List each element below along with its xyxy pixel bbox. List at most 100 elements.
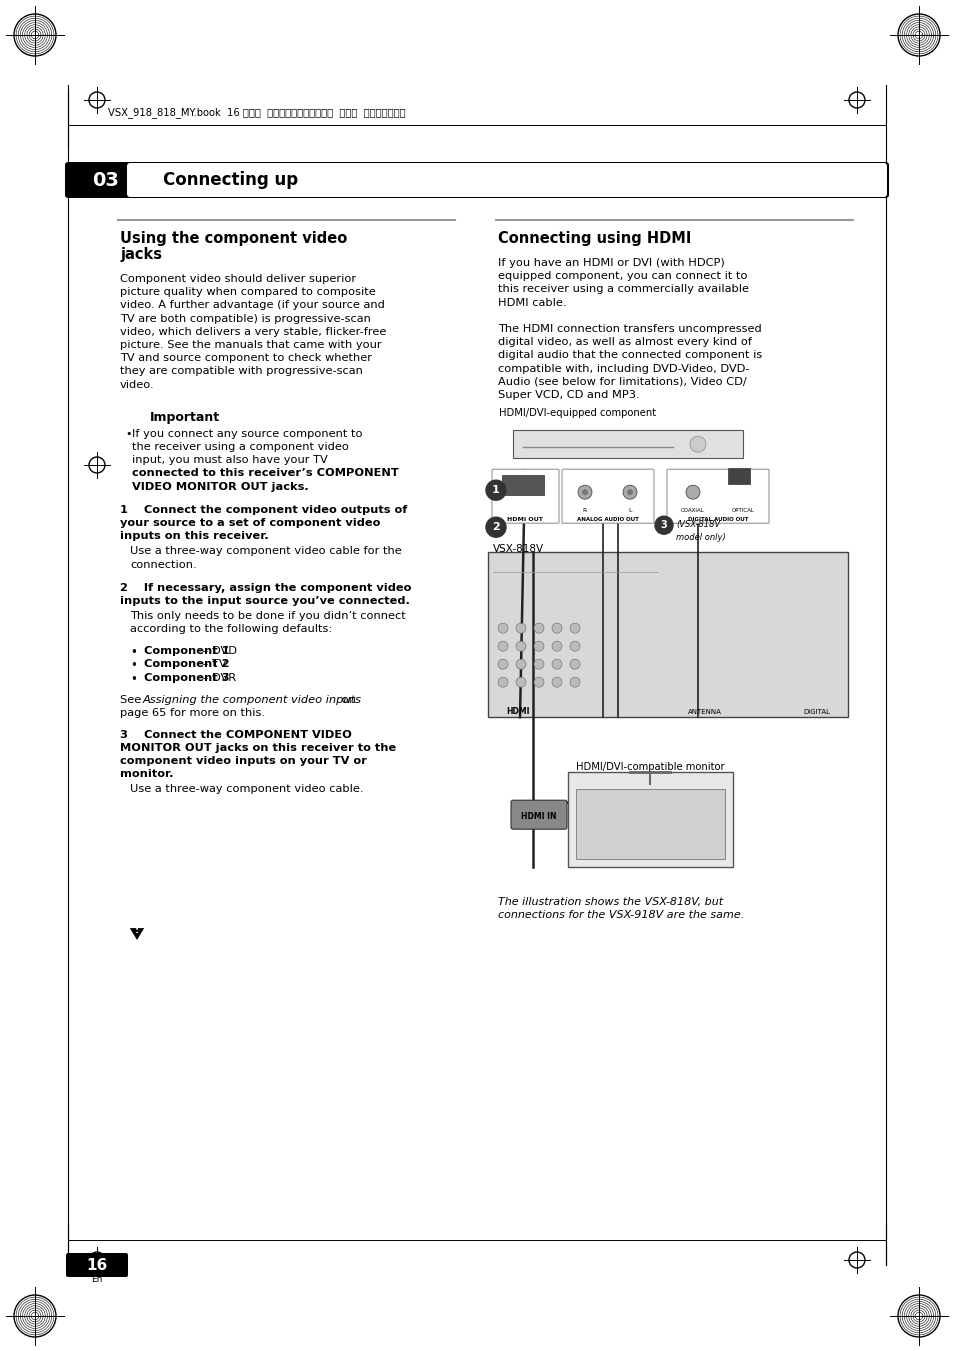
Bar xyxy=(727,469,749,484)
Text: picture quality when compared to composite: picture quality when compared to composi… xyxy=(120,288,375,297)
Text: HDMI OUT: HDMI OUT xyxy=(507,517,542,523)
Text: MONITOR OUT jacks on this receiver to the: MONITOR OUT jacks on this receiver to th… xyxy=(120,743,395,753)
Circle shape xyxy=(622,485,637,500)
Text: •: • xyxy=(125,428,132,439)
Text: En: En xyxy=(91,1275,103,1285)
Text: digital audio that the connected component is: digital audio that the connected compone… xyxy=(497,350,761,361)
Circle shape xyxy=(497,677,507,688)
Circle shape xyxy=(552,659,561,669)
Circle shape xyxy=(497,642,507,651)
Text: connection.: connection. xyxy=(130,559,196,570)
Text: TV are both compatible) is progressive-scan: TV are both compatible) is progressive-s… xyxy=(120,313,371,324)
Circle shape xyxy=(685,485,700,500)
Circle shape xyxy=(516,642,525,651)
Text: COAXIAL: COAXIAL xyxy=(680,508,704,513)
FancyBboxPatch shape xyxy=(492,469,558,523)
Text: Connecting up: Connecting up xyxy=(163,172,297,189)
Text: they are compatible with progressive-scan: they are compatible with progressive-sca… xyxy=(120,366,362,377)
Text: 3: 3 xyxy=(659,520,667,530)
Text: Component 1: Component 1 xyxy=(144,646,230,655)
Circle shape xyxy=(497,659,507,669)
Circle shape xyxy=(485,480,505,500)
Circle shape xyxy=(497,623,507,634)
Text: on: on xyxy=(337,696,355,705)
Text: DIGITAL: DIGITAL xyxy=(802,709,829,715)
Circle shape xyxy=(569,677,579,688)
Text: input, you must also have your TV: input, you must also have your TV xyxy=(132,455,328,465)
Circle shape xyxy=(569,642,579,651)
Text: 16: 16 xyxy=(87,1259,108,1274)
Text: equipped component, you can connect it to: equipped component, you can connect it t… xyxy=(497,272,747,281)
FancyBboxPatch shape xyxy=(66,1252,128,1277)
Text: Connecting using HDMI: Connecting using HDMI xyxy=(497,231,691,246)
Text: Important: Important xyxy=(150,411,220,424)
Text: Super VCD, CD and MP3.: Super VCD, CD and MP3. xyxy=(497,390,639,400)
Bar xyxy=(488,553,847,717)
Text: VIDEO MONITOR OUT jacks.: VIDEO MONITOR OUT jacks. xyxy=(132,481,309,492)
Text: VSX_918_818_MY.book  16 ページ  ２００７年１２月２７日  木曜日  午後４時２７分: VSX_918_818_MY.book 16 ページ ２００７年１２月２７日 木… xyxy=(108,108,405,119)
Text: If you connect any source component to: If you connect any source component to xyxy=(132,428,362,439)
Text: Use a three-way component video cable.: Use a three-way component video cable. xyxy=(130,785,363,794)
Text: This only needs to be done if you didn’t connect: This only needs to be done if you didn’t… xyxy=(130,611,405,621)
Text: – DVR: – DVR xyxy=(199,673,236,684)
Circle shape xyxy=(534,642,543,651)
Circle shape xyxy=(534,659,543,669)
Text: Component 2: Component 2 xyxy=(144,659,230,670)
Text: monitor.: monitor. xyxy=(120,769,173,780)
FancyBboxPatch shape xyxy=(511,800,566,830)
Text: this receiver using a commercially available: this receiver using a commercially avail… xyxy=(497,285,748,295)
FancyBboxPatch shape xyxy=(501,476,543,496)
Text: 2: 2 xyxy=(492,523,499,532)
Text: If you have an HDMI or DVI (with HDCP): If you have an HDMI or DVI (with HDCP) xyxy=(497,258,724,267)
Text: according to the following defaults:: according to the following defaults: xyxy=(130,624,332,635)
Circle shape xyxy=(552,623,561,634)
Text: digital video, as well as almost every kind of: digital video, as well as almost every k… xyxy=(497,338,751,347)
Circle shape xyxy=(689,436,705,453)
Circle shape xyxy=(552,677,561,688)
Text: – DVD: – DVD xyxy=(199,646,236,655)
Text: component video inputs on your TV or: component video inputs on your TV or xyxy=(120,757,367,766)
Text: ANTENNA: ANTENNA xyxy=(687,709,721,715)
Text: the receiver using a component video: the receiver using a component video xyxy=(132,442,349,453)
FancyBboxPatch shape xyxy=(666,469,768,523)
Circle shape xyxy=(552,642,561,651)
Circle shape xyxy=(485,517,505,538)
Text: HDMI/DVI-equipped component: HDMI/DVI-equipped component xyxy=(499,408,656,419)
Bar xyxy=(513,430,742,458)
Text: Use a three-way component video cable for the: Use a three-way component video cable fo… xyxy=(130,546,401,557)
Text: OPTICAL: OPTICAL xyxy=(731,508,754,513)
Circle shape xyxy=(626,489,633,496)
Circle shape xyxy=(578,485,592,500)
Text: video.: video. xyxy=(120,380,154,389)
Text: HDMI cable.: HDMI cable. xyxy=(497,297,566,308)
Text: picture. See the manuals that came with your: picture. See the manuals that came with … xyxy=(120,340,381,350)
Text: page 65 for more on this.: page 65 for more on this. xyxy=(120,708,265,719)
Bar xyxy=(576,789,724,859)
Text: Component video should deliver superior: Component video should deliver superior xyxy=(120,274,355,284)
Text: 3    Connect the COMPONENT VIDEO: 3 Connect the COMPONENT VIDEO xyxy=(120,730,352,739)
Text: inputs to the input source you’ve connected.: inputs to the input source you’ve connec… xyxy=(120,596,410,607)
Circle shape xyxy=(534,677,543,688)
Text: (VSX-818V: (VSX-818V xyxy=(676,520,720,530)
Circle shape xyxy=(516,677,525,688)
Circle shape xyxy=(569,623,579,634)
Text: jacks: jacks xyxy=(120,247,162,262)
Text: 1    Connect the component video outputs of: 1 Connect the component video outputs of xyxy=(120,505,407,515)
Text: model only): model only) xyxy=(676,534,725,542)
Text: See: See xyxy=(120,696,145,705)
Circle shape xyxy=(534,623,543,634)
Text: Audio (see below for limitations), Video CD/: Audio (see below for limitations), Video… xyxy=(497,377,746,386)
Text: •: • xyxy=(130,659,136,673)
Circle shape xyxy=(516,623,525,634)
Text: HDMI: HDMI xyxy=(505,707,529,716)
Text: DIGITAL AUDIO OUT: DIGITAL AUDIO OUT xyxy=(687,517,747,523)
Text: VSX-818V: VSX-818V xyxy=(493,544,543,554)
Text: video, which delivers a very stable, flicker-free: video, which delivers a very stable, fli… xyxy=(120,327,386,336)
Text: – TV: – TV xyxy=(199,659,227,670)
Text: L: L xyxy=(628,508,631,513)
Circle shape xyxy=(655,516,672,534)
Text: Using the component video: Using the component video xyxy=(120,231,347,246)
Bar xyxy=(567,773,732,867)
Text: The illustration shows the VSX-818V, but: The illustration shows the VSX-818V, but xyxy=(497,897,722,908)
Text: HDMI/DVI-compatible monitor
or flat screen TV: HDMI/DVI-compatible monitor or flat scre… xyxy=(575,762,723,784)
